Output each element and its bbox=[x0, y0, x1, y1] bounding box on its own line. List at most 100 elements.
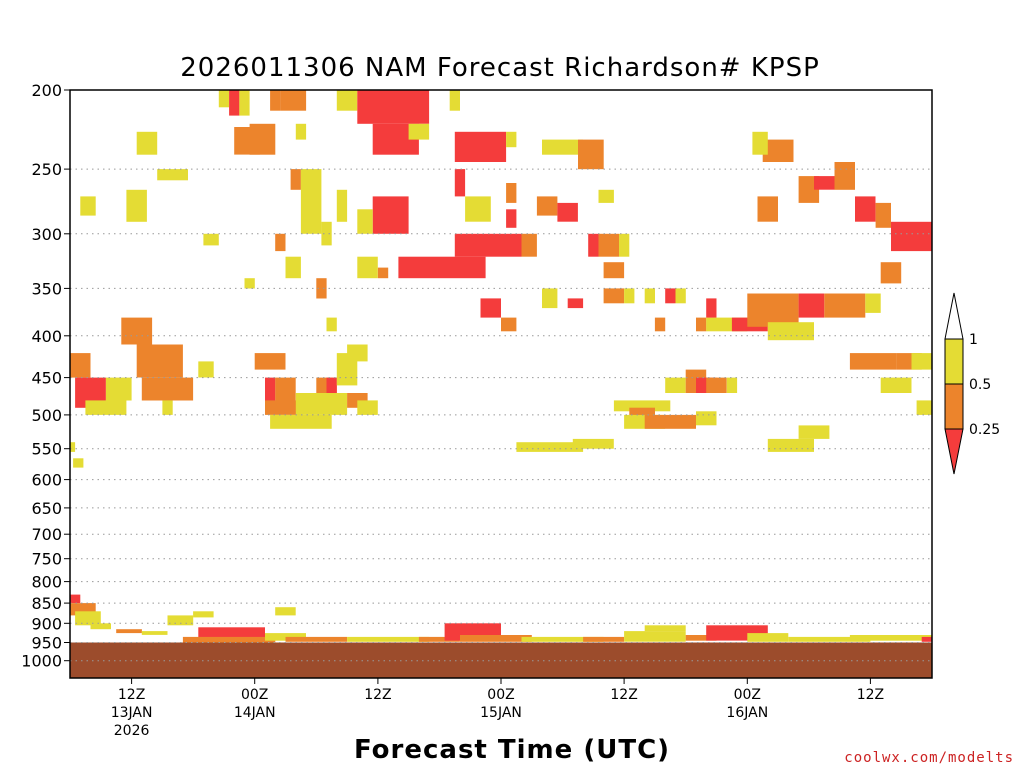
richardson-cell-orange bbox=[757, 196, 778, 222]
richardson-cell-yellow bbox=[141, 631, 168, 635]
richardson-cell-yellow bbox=[408, 123, 430, 140]
colorbar-bottom-arrow bbox=[944, 428, 964, 475]
richardson-cell-orange bbox=[578, 139, 604, 170]
richardson-cell-yellow bbox=[542, 139, 583, 155]
richardson-cell-yellow bbox=[270, 414, 332, 429]
y-tick-label: 300 bbox=[31, 225, 62, 244]
richardson-cell-red bbox=[70, 594, 81, 603]
x-tick-label: 13JAN bbox=[111, 705, 153, 721]
colorbar-top-arrow bbox=[944, 292, 964, 340]
richardson-cell-yellow bbox=[747, 633, 789, 642]
richardson-cell-orange bbox=[70, 353, 91, 378]
richardson-cell-red bbox=[326, 377, 337, 393]
x-tick-label: 12Z bbox=[610, 687, 637, 703]
y-tick-label: 600 bbox=[31, 471, 62, 490]
richardson-cell-red bbox=[855, 196, 876, 222]
y-tick-label: 950 bbox=[31, 634, 62, 653]
richardson-cell-yellow bbox=[167, 615, 194, 626]
x-tick-label: 00Z bbox=[241, 687, 268, 703]
richardson-cell-yellow bbox=[767, 438, 814, 452]
richardson-cell-orange bbox=[116, 629, 142, 634]
grid-layer bbox=[70, 168, 932, 662]
richardson-cell-yellow bbox=[136, 131, 158, 155]
richardson-cell-orange bbox=[506, 183, 517, 203]
richardson-cell-orange bbox=[849, 353, 897, 370]
richardson-cell-yellow bbox=[644, 288, 655, 304]
richardson-cell-red bbox=[454, 131, 507, 162]
x-axis: 12Z 13JAN 2026 00Z 14JAN 12Z 00Z 15JAN 12Z 00Z 16J… bbox=[111, 678, 884, 739]
richardson-cell-yellow bbox=[357, 256, 378, 279]
richardson-cell-orange bbox=[696, 317, 707, 332]
richardson-cell-orange bbox=[875, 202, 891, 228]
richardson-cell-orange bbox=[182, 636, 276, 643]
richardson-cell-yellow bbox=[275, 607, 296, 616]
richardson-cell-red bbox=[372, 196, 409, 234]
richardson-cell-orange bbox=[234, 127, 260, 155]
richardson-cell-yellow bbox=[665, 377, 686, 393]
richardson-cell-orange bbox=[316, 278, 327, 299]
richardson-cell-orange bbox=[275, 377, 296, 401]
richardson-cell-yellow bbox=[347, 636, 430, 642]
richardson-cell-red bbox=[454, 233, 522, 257]
richardson-cell-yellow bbox=[321, 221, 332, 246]
richardson-cell-red bbox=[357, 90, 430, 124]
richardson-cell-yellow bbox=[244, 278, 255, 289]
colorbar-level-label: 1 bbox=[969, 332, 978, 348]
richardson-cell-yellow bbox=[624, 631, 686, 642]
richardson-cell-red bbox=[814, 176, 835, 190]
colorbar-level-label: 0.5 bbox=[969, 377, 991, 393]
y-tick-label: 250 bbox=[31, 160, 62, 179]
x-tick-label: 15JAN bbox=[480, 705, 522, 721]
richardson-cell-yellow bbox=[326, 317, 337, 332]
richardson-cell-red bbox=[588, 233, 599, 257]
richardson-cell-yellow bbox=[105, 377, 132, 401]
richardson-cell-yellow bbox=[624, 288, 635, 304]
richardson-cell-red bbox=[398, 256, 486, 279]
richardson-cell-yellow bbox=[644, 625, 686, 632]
richardson-cell-orange bbox=[603, 288, 625, 304]
richardson-cell-yellow bbox=[265, 633, 306, 641]
richardson-cell-yellow bbox=[295, 393, 348, 415]
richardson-cell-orange bbox=[747, 293, 799, 327]
richardson-cell-orange bbox=[285, 636, 348, 642]
richardson-cell-yellow bbox=[521, 636, 604, 642]
richardson-cell-yellow bbox=[336, 90, 358, 111]
y-tick-label: 800 bbox=[31, 573, 62, 592]
richardson-cell-orange bbox=[654, 317, 666, 332]
x-tick-label: 16JAN bbox=[726, 705, 768, 721]
richardson-cell-red bbox=[454, 169, 466, 197]
x-tick-label: 12Z bbox=[857, 687, 884, 703]
richardson-cell-orange bbox=[521, 233, 537, 257]
richardson-cell-yellow bbox=[203, 233, 219, 246]
richardson-cell-yellow bbox=[85, 400, 127, 415]
richardson-cell-yellow bbox=[706, 317, 717, 332]
richardson-cell-yellow bbox=[726, 377, 738, 393]
colorbar-bin bbox=[944, 383, 964, 430]
richardson-cell-yellow bbox=[90, 623, 111, 630]
richardson-cell-yellow bbox=[465, 196, 491, 222]
richardson-cell-yellow bbox=[162, 400, 173, 415]
richardson-cell-yellow bbox=[198, 361, 214, 378]
richardson-cell-orange bbox=[706, 377, 727, 393]
richardson-cell-orange bbox=[460, 635, 532, 642]
richardson-cell-yellow bbox=[788, 636, 871, 642]
richardson-cell-yellow bbox=[506, 131, 517, 148]
richardson-cell-orange bbox=[583, 636, 625, 642]
richardson-cell-yellow bbox=[752, 131, 768, 155]
richardson-cell-orange bbox=[629, 407, 655, 419]
richardson-cell-yellow bbox=[696, 411, 717, 426]
y-tick-label: 700 bbox=[31, 525, 62, 544]
richardson-cell-yellow bbox=[357, 209, 373, 234]
richardson-cell-orange bbox=[536, 196, 558, 216]
richardson-cell-red bbox=[891, 221, 932, 252]
richardson-cell-red bbox=[506, 209, 517, 228]
richardson-cell-red bbox=[567, 298, 584, 309]
richardson-cell-orange bbox=[265, 400, 301, 415]
richardson-cell-yellow bbox=[239, 90, 250, 116]
richardson-cell-orange bbox=[141, 377, 194, 401]
richardson-cell-yellow bbox=[126, 189, 147, 222]
colorbar-level-label: 0.25 bbox=[969, 422, 1000, 438]
x-tick-label: 14JAN bbox=[234, 705, 276, 721]
richardson-cell-yellow bbox=[193, 611, 214, 618]
